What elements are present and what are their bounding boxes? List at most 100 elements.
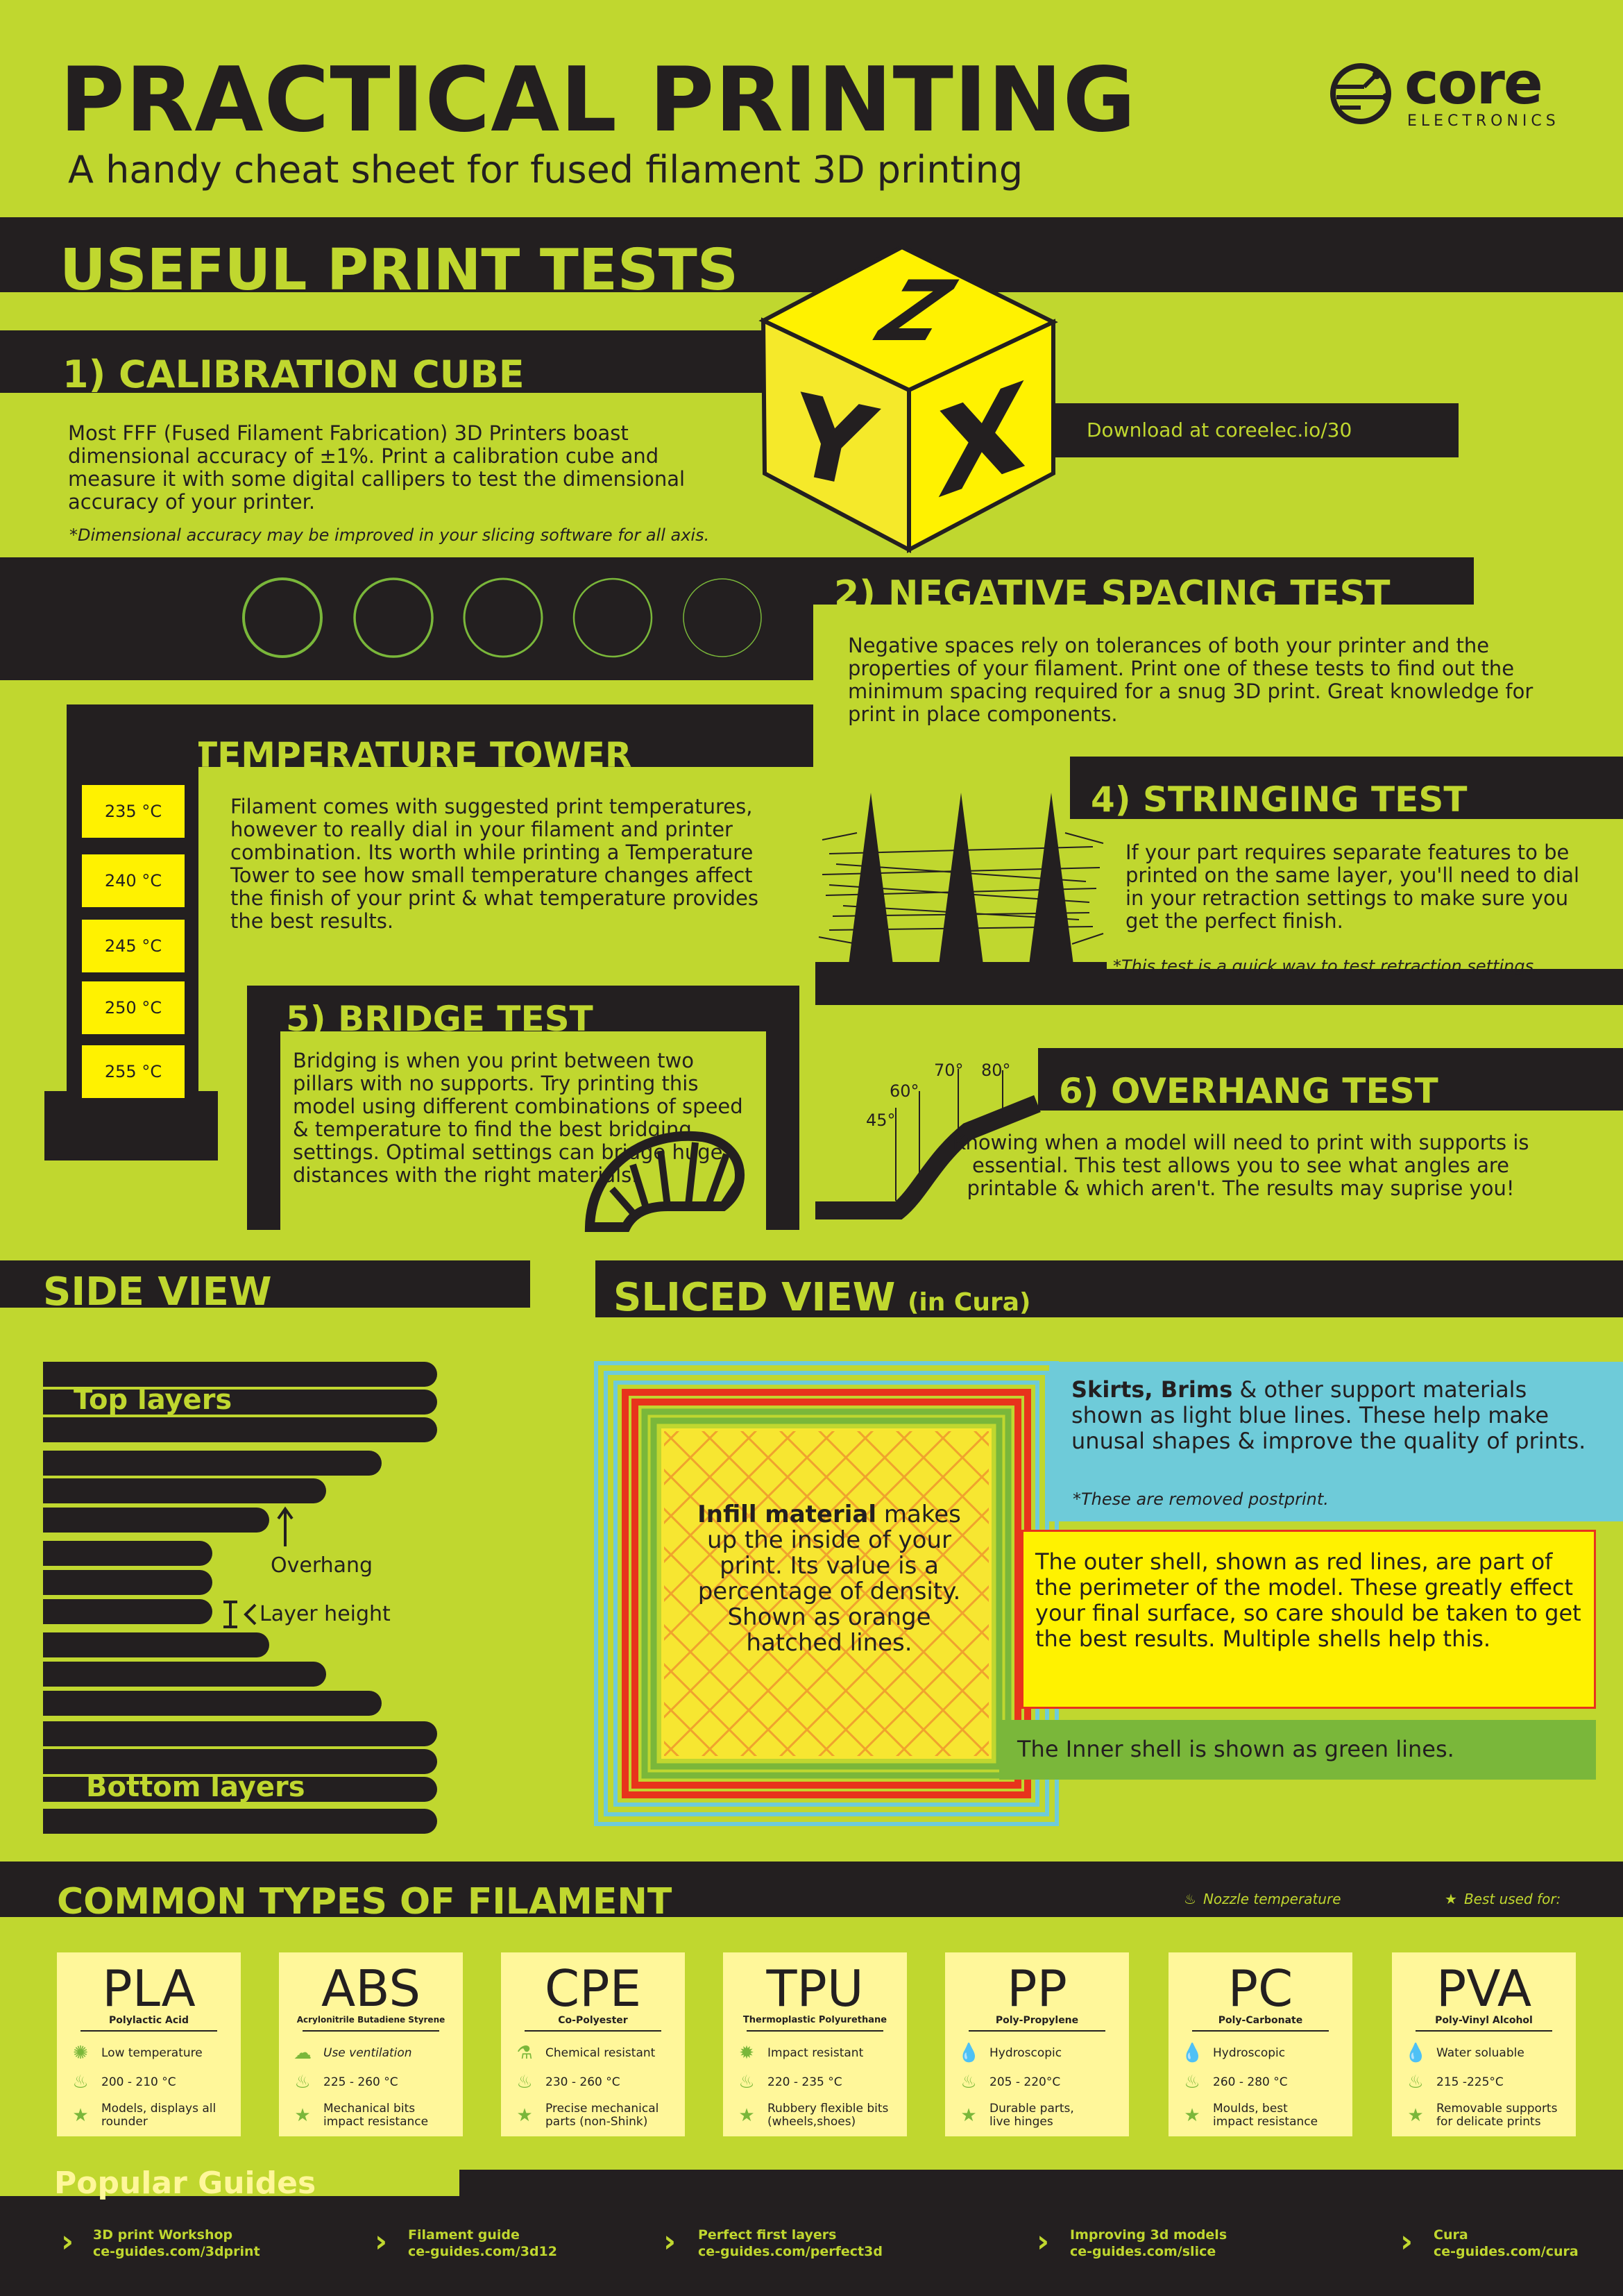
logo-subtext: ELECTRONICS [1407,112,1560,130]
filament-card-pla: PLA Polylactic Acid ✺ Low temperature ♨ 20… [57,1952,241,2136]
bridge-frame-top [247,986,799,1031]
guide-link-first-layers[interactable]: Perfect first layers ce-guides.com/perfec… [698,2227,883,2260]
filament-property: 💧 Hydroscopic [958,2043,1125,2063]
filament-temp: ♨ 225 - 260 °C [291,2073,459,2091]
chevron-right-icon: › [1400,2224,1413,2259]
filament-full-name: Acrylonitrile Butadiene Styrene [296,2015,445,2025]
overhang-title: 6) OVERHANG TEST [1059,1071,1438,1111]
filament-temp: ♨ 200 - 210 °C [69,2072,237,2093]
bridge-body: Bridging is when you print between two p… [293,1049,743,1187]
nozzle-icon: ♨ [960,2072,977,2093]
legend-nozzle: ♨ Nozzle temperature [1184,1891,1341,1907]
guide-link-filament[interactable]: Filament guide ce-guides.com/3d12 [408,2227,557,2260]
filament-card-abs: ABS Acrylonitrile Butadiene Styrene ☁ Use… [279,1952,463,2136]
overhang-arrow-icon [277,1506,294,1546]
top-layers-label: Top layers [74,1384,232,1416]
filament-temp: ♨ 260 - 280 °C [1181,2073,1348,2091]
temp-level: 245 °C [82,920,185,972]
best-use-text: Durable parts, live hinges [989,2102,1074,2129]
chevron-right-icon: › [1037,2224,1050,2259]
stringing-body: If your part requires separate features … [1125,841,1580,933]
guide-link-improving[interactable]: Improving 3d models ce-guides.com/slice [1070,2227,1227,2260]
filament-name: PVA [1436,1959,1532,2018]
filament-best-use: ★ Durable parts, live hinges [958,2102,1125,2129]
infill-label: Infill material [697,1501,877,1528]
guides-title: Popular Guides [54,2166,316,2201]
filament-name: TPU [766,1959,864,2018]
best-use-text: Mechanical bits impact resistance [323,2102,429,2129]
filament-card-cpe: CPE Co-Polyester ⚗ Chemical resistant ♨ 23… [501,1952,685,2136]
download-link[interactable]: Download at coreelec.io/30 [1087,419,1352,441]
filament-temp: ♨ 205 - 220°C [958,2072,1125,2093]
guide-name: Cura [1434,2227,1468,2243]
filament-card-pva: PVA Poly-Vinyl Alcohol 💧 Water soluable ♨… [1392,1952,1576,2136]
sliced-view-title-suffix: (in Cura) [907,1288,1031,1317]
filament-property: 💧 Water soluable [1404,2044,1572,2062]
temp-tower-body: Filament comes with suggested print temp… [230,795,758,933]
filament-name: ABS [321,1959,421,2018]
inner-shell-description: The Inner shell is shown as green lines. [1017,1736,1454,1762]
section-title-print-tests: USEFUL PRINT TESTS [60,237,738,303]
layer-bar [43,1632,269,1657]
bridge-title: 5) BRIDGE TEST [286,999,593,1039]
stringing-title-band [1070,757,1623,819]
star-icon: ★ [1184,2104,1200,2126]
guide-name: 3D print Workshop [93,2227,233,2243]
star-icon: ★ [294,2104,311,2126]
star-icon: ★ [1445,1891,1457,1907]
nozzle-icon: ♨ [72,2072,89,2093]
property-text: Impact resistant [767,2046,864,2060]
filament-full-name: Poly-Vinyl Alcohol [1435,2015,1533,2026]
cube-letter-x: X [936,356,1027,526]
droplet-icon: 💧 [958,2043,980,2063]
bottom-layers-label: Bottom layers [86,1771,305,1803]
filament-property: ⚗ Chemical resistant [513,2044,681,2062]
inner-shell-panel [999,1720,1596,1780]
bridge-frame-left [247,986,280,1230]
layer-bar [43,1721,437,1746]
filament-section-title: COMMON TYPES OF FILAMENT [57,1881,672,1923]
star-icon: ★ [960,2104,977,2126]
nozzle-icon: ♨ [738,2072,755,2093]
filament-card-pc: PC Poly-Carbonate 💧 Hydroscopic ♨ 260 - 28… [1169,1952,1352,2136]
guide-link-cura[interactable]: Cura ce-guides.com/cura [1434,2227,1579,2260]
sun-icon: ✺ [73,2043,88,2063]
calibration-body: Most FFF (Fused Filament Fabrication) 3D… [68,421,686,514]
best-use-text: Rubbery flexible bits (wheels,shoes) [767,2102,889,2129]
overhang-title-band [1038,1048,1623,1111]
property-text: Hydroscopic [989,2046,1062,2060]
layer-height-marker-icon [223,1601,257,1628]
filament-card-pp: PP Poly-Propylene 💧 Hydroscopic ♨ 205 - 22… [945,1952,1129,2136]
overhang-test-illustration [815,1069,1041,1219]
logo-wordmark: core [1404,49,1543,117]
guide-link-3dprint[interactable]: 3D print Workshop ce-guides.com/3dprint [93,2227,260,2260]
temp-text: 230 - 260 °C [545,2075,620,2089]
calibration-title-band [0,330,770,393]
filament-full-name: Poly-Carbonate [1218,2015,1303,2026]
filament-best-use: ★ Rubbery flexible bits (wheels,shoes) [736,2102,903,2129]
angle-label-45: 45° [866,1111,896,1130]
temp-level: 235 °C [82,785,185,838]
stringing-title: 4) STRINGING TEST [1091,779,1468,820]
layer-bar [43,1599,212,1624]
layer-bar [43,1570,212,1595]
filament-best-use: ★ Models, displays all rounder [69,2102,237,2129]
negative-spacing-body: Negative spaces rely on tolerances of bo… [848,634,1533,726]
guides-band [0,2196,1623,2296]
page-title: PRACTICAL PRINTING [60,49,1137,152]
guide-name: Perfect first layers [698,2227,837,2243]
skirts-description: Skirts, Brims & other support materials … [1071,1377,1599,1454]
temp-tower-base [44,1091,218,1160]
guide-name: Improving 3d models [1070,2227,1227,2243]
filament-full-name: Thermoplastic Polyurethane [742,2015,887,2025]
stringing-test-illustration [815,793,1107,973]
best-use-text: Removable supports for delicate prints [1436,2102,1558,2129]
chevron-right-icon: › [375,2224,388,2259]
nozzle-icon: ♨ [1184,1891,1196,1907]
side-view-title: SIDE VIEW [43,1269,272,1315]
chevron-right-icon: › [663,2224,677,2259]
angle-label-70: 70° [934,1061,964,1080]
skirts-note: *These are removed postprint. [1073,1489,1329,1509]
best-use-text: Models, displays all rounder [101,2102,216,2129]
filament-temp: ♨ 220 - 235 °C [736,2072,903,2093]
